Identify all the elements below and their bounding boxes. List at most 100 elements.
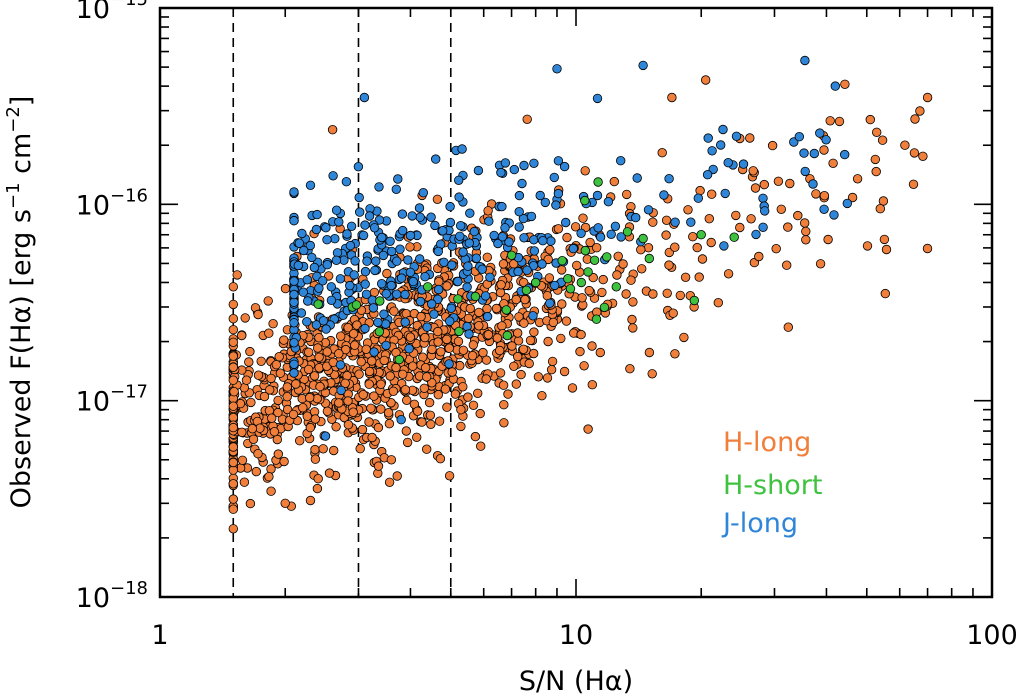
data-point-j-long [638, 60, 648, 71]
data-point-h-long [253, 449, 263, 459]
data-point-h-long [340, 378, 350, 389]
data-point-j-long [447, 260, 457, 270]
data-point-h-long [305, 495, 316, 506]
data-point-h-short [375, 296, 385, 306]
data-point-h-long [595, 347, 606, 358]
data-point-h-long [313, 474, 323, 484]
data-point-h-long [473, 388, 483, 399]
data-point-h-long [579, 361, 589, 371]
data-point-j-long [305, 180, 316, 191]
data-point-h-long [773, 176, 784, 187]
data-point-h-long [298, 403, 308, 413]
data-point-h-long [228, 494, 239, 504]
data-point-h-long [456, 421, 466, 432]
data-point-j-long [473, 165, 484, 176]
data-point-h-long [369, 391, 379, 401]
data-point-h-long [871, 166, 881, 177]
data-point-j-long [289, 338, 299, 348]
data-point-h-short [506, 250, 517, 261]
data-point-j-long [552, 64, 562, 74]
data-point-j-long [350, 256, 360, 266]
data-point-h-short [593, 177, 603, 187]
data-point-j-long [289, 187, 299, 197]
data-point-h-short [501, 305, 512, 315]
data-point-j-long [514, 190, 525, 201]
data-point-j-long [519, 233, 529, 243]
data-point-h-long [422, 372, 432, 382]
data-point-j-long [369, 347, 379, 357]
data-point-j-long [559, 161, 570, 172]
data-point-h-long [697, 254, 708, 264]
data-point-h-short [602, 252, 612, 262]
data-point-h-long [228, 375, 239, 385]
y-tick-label: 10−15 [76, 0, 148, 25]
data-point-j-long [444, 359, 454, 369]
data-point-h-long [322, 347, 332, 357]
data-point-j-long [593, 223, 603, 233]
data-point-h-long [245, 346, 255, 357]
data-point-h-long [405, 242, 415, 252]
data-point-h-long [463, 392, 473, 402]
data-point-h-long [336, 331, 346, 341]
data-point-j-long [362, 256, 372, 266]
data-point-h-long [318, 444, 328, 454]
data-point-h-long [400, 385, 411, 395]
data-point-j-long [289, 368, 299, 378]
data-point-h-long [456, 405, 466, 415]
data-point-h-long [432, 194, 443, 205]
data-point-h-long [533, 372, 544, 382]
data-point-h-short [689, 295, 700, 306]
data-point-j-long [751, 229, 761, 240]
data-point-j-long [360, 279, 370, 289]
data-point-j-long [426, 212, 436, 222]
data-point-j-long [355, 207, 365, 217]
data-point-h-long [282, 382, 293, 392]
data-point-h-long [425, 410, 436, 421]
data-point-j-long [720, 188, 730, 199]
data-point-j-long [322, 260, 333, 270]
data-point-h-long [384, 419, 395, 429]
data-point-h-long [265, 385, 275, 395]
data-point-h-long [670, 349, 680, 359]
data-point-h-long [455, 361, 465, 371]
data-point-h-long [269, 427, 280, 437]
data-point-h-long [735, 222, 745, 233]
data-point-h-long [495, 368, 506, 378]
data-point-j-long [326, 282, 337, 292]
data-point-j-long [465, 208, 475, 218]
data-point-h-long [622, 189, 632, 200]
data-point-h-short [557, 256, 567, 266]
data-point-h-long [825, 116, 835, 126]
data-point-h-long [433, 326, 443, 337]
data-point-j-long [603, 196, 614, 207]
data-point-h-long [259, 391, 270, 402]
data-point-h-short [638, 233, 648, 244]
data-point-h-long [453, 336, 464, 347]
data-point-j-long [341, 176, 352, 187]
data-point-j-long [592, 93, 603, 104]
data-point-h-long [548, 317, 559, 328]
data-point-h-short [622, 227, 633, 237]
data-point-h-long [312, 483, 323, 494]
data-point-h-short [591, 314, 602, 324]
data-point-j-long [808, 179, 818, 189]
data-point-h-long [767, 140, 778, 151]
data-point-h-long [572, 260, 582, 271]
data-point-h-long [279, 456, 289, 467]
data-point-j-long [289, 276, 299, 286]
data-point-j-long [360, 323, 370, 334]
data-point-j-long [381, 340, 391, 351]
data-point-j-long [537, 259, 547, 269]
data-point-j-long [519, 160, 529, 171]
data-point-h-long [384, 477, 395, 488]
data-point-h-long [324, 271, 334, 281]
data-point-j-long [514, 206, 524, 217]
data-point-j-long [374, 182, 384, 192]
data-point-j-long [358, 230, 369, 241]
data-point-h-long [553, 224, 564, 234]
data-point-h-long [575, 346, 585, 357]
data-point-h-long [499, 400, 509, 410]
data-point-h-long [379, 355, 389, 366]
data-point-h-short [583, 267, 593, 277]
data-point-j-long [386, 280, 397, 291]
